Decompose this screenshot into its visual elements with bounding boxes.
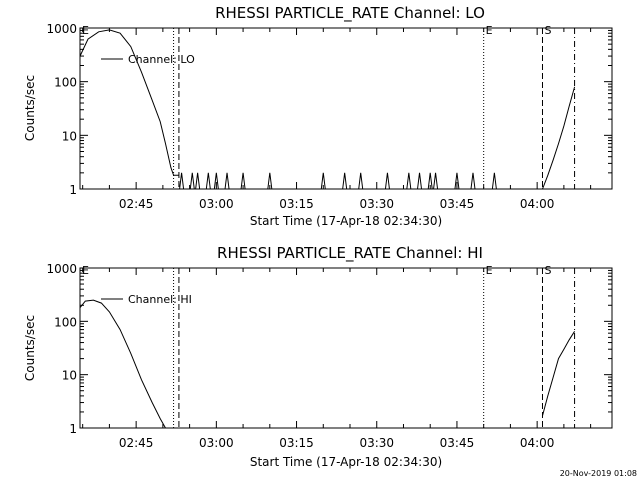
series-spike [179,172,185,190]
event-marker-label: S [544,24,551,37]
series-spike [406,172,412,190]
panel-lo: RHESSI PARTICLE_RATE Channel: LO Counts/… [23,4,613,228]
series-spike [224,172,230,190]
y-axis-label-hi: Counts/sec [23,315,37,381]
series-spike [213,172,219,190]
series-spike [417,172,423,190]
y-tick-label: 10 [62,369,77,383]
x-tick-label: 03:15 [279,197,314,211]
series-spike [358,172,364,190]
y-tick-label: 100 [54,315,77,329]
event-marker-label: E [486,24,493,37]
series-line [79,29,179,176]
x-tick-label: 03:15 [279,436,314,450]
series-spike [427,172,433,190]
chart-title-lo: RHESSI PARTICLE_RATE Channel: LO [215,4,485,23]
event-marker-label: E [82,24,89,37]
y-tick-label: 10 [62,129,77,143]
y-tick-label: 1000 [46,262,77,276]
series-spike [240,172,246,190]
series-spike [342,172,348,190]
series-spike [320,172,326,190]
x-axis-label-hi: Start Time (17-Apr-18 02:34:30) [250,455,442,469]
series-spike [491,172,497,190]
y-tick-label: 1 [69,422,77,436]
legend-label: Channel: LO [128,53,195,66]
event-marker-label: E [82,264,89,277]
chart-title-hi: RHESSI PARTICLE_RATE Channel: HI [217,244,483,263]
y-tick-label: 1000 [46,22,77,36]
series-line [79,299,166,429]
series-spike [470,172,476,190]
plot-area-hi: 1 10 100 1000 02:45 03:00 03:15 03:30 03:45 04:00… [46,262,613,450]
plot-frame [79,27,613,190]
series-spike [195,172,201,190]
x-tick-label: 03:45 [440,197,475,211]
x-tick-label: 02:45 [119,197,154,211]
x-tick-label: 03:30 [359,436,394,450]
x-tick-label: 03:00 [199,197,234,211]
series-line [542,86,576,190]
x-tick-label: 04:00 [520,197,555,211]
plot-area-lo: 1 10 100 1000 02:45 03:00 03:15 03:30 03:45 04:00… [46,22,613,211]
event-marker-label: E [486,264,493,277]
event-marker-label: S [544,264,551,277]
panel-hi: RHESSI PARTICLE_RATE Channel: HI Counts/… [23,244,613,469]
series-spike [205,172,211,190]
x-tick-label: 02:45 [119,436,154,450]
series-spike [384,172,390,190]
plot-frame [79,267,613,429]
y-tick-label: 1 [69,183,77,197]
x-tick-label: 03:00 [199,436,234,450]
series-spike [267,172,273,190]
x-axis-label-lo: Start Time (17-Apr-18 02:34:30) [250,214,442,228]
y-axis-label-lo: Counts/sec [23,75,37,141]
series-line [542,331,576,416]
x-tick-label: 04:00 [520,436,555,450]
series-spike [454,172,460,190]
legend-label: Channel: HI [128,293,192,306]
x-tick-label: 03:30 [359,197,394,211]
y-tick-label: 100 [54,76,77,90]
footer-timestamp: 20-Nov-2019 01:08 [560,469,637,478]
series-spike [433,172,439,190]
x-tick-label: 03:45 [440,436,475,450]
series-spike [189,172,195,190]
